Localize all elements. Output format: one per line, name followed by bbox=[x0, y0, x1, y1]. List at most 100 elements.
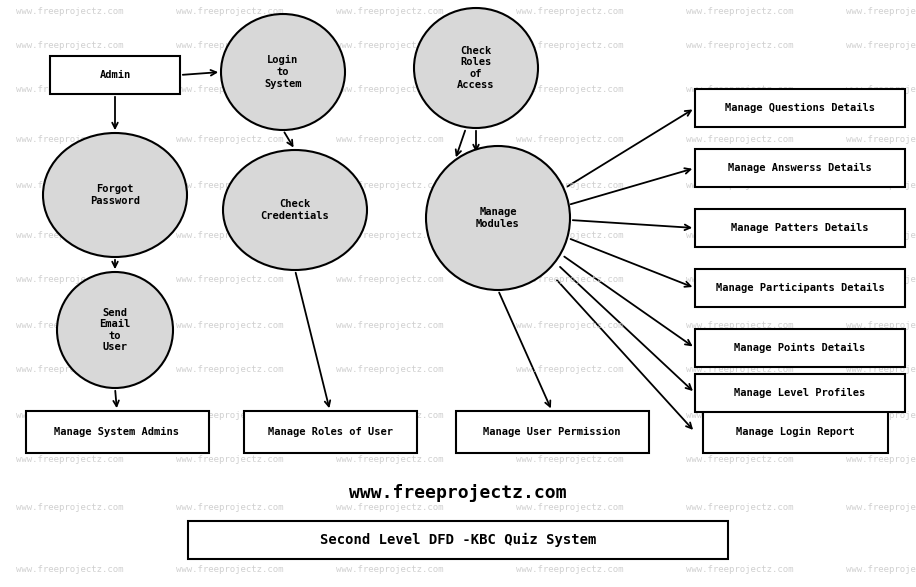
Text: www.freeprojectz.com: www.freeprojectz.com bbox=[336, 8, 443, 16]
Text: www.freeprojectz.com: www.freeprojectz.com bbox=[16, 410, 124, 420]
Text: www.freeprojectz.com: www.freeprojectz.com bbox=[176, 456, 284, 464]
Text: www.freeprojectz.com: www.freeprojectz.com bbox=[517, 456, 624, 464]
Text: www.freeprojectz.com: www.freeprojectz.com bbox=[16, 136, 124, 144]
Ellipse shape bbox=[426, 146, 570, 290]
FancyBboxPatch shape bbox=[695, 269, 905, 307]
Text: www.freeprojectz.com: www.freeprojectz.com bbox=[176, 565, 284, 575]
Text: www.freeprojectz.com: www.freeprojectz.com bbox=[686, 41, 794, 49]
FancyBboxPatch shape bbox=[188, 521, 728, 559]
Text: www.freeprojectz.com: www.freeprojectz.com bbox=[846, 180, 916, 190]
Text: www.freeprojectz.com: www.freeprojectz.com bbox=[176, 366, 284, 375]
Text: Manage System Admins: Manage System Admins bbox=[54, 427, 180, 437]
Text: www.freeprojectz.com: www.freeprojectz.com bbox=[336, 86, 443, 95]
Text: www.freeprojectz.com: www.freeprojectz.com bbox=[336, 504, 443, 512]
Text: www.freeprojectz.com: www.freeprojectz.com bbox=[686, 275, 794, 285]
Text: www.freeprojectz.com: www.freeprojectz.com bbox=[846, 41, 916, 49]
Text: www.freeprojectz.com: www.freeprojectz.com bbox=[16, 8, 124, 16]
Text: www.freeprojectz.com: www.freeprojectz.com bbox=[16, 456, 124, 464]
Text: www.freeprojectz.com: www.freeprojectz.com bbox=[517, 504, 624, 512]
Text: www.freeprojectz.com: www.freeprojectz.com bbox=[176, 41, 284, 49]
Text: www.freeprojectz.com: www.freeprojectz.com bbox=[176, 275, 284, 285]
Text: Manage Questions Details: Manage Questions Details bbox=[725, 103, 875, 113]
Text: www.freeprojectz.com: www.freeprojectz.com bbox=[846, 136, 916, 144]
Text: www.freeprojectz.com: www.freeprojectz.com bbox=[517, 8, 624, 16]
Text: www.freeprojectz.com: www.freeprojectz.com bbox=[846, 86, 916, 95]
Text: www.freeprojectz.com: www.freeprojectz.com bbox=[846, 456, 916, 464]
Text: www.freeprojectz.com: www.freeprojectz.com bbox=[686, 136, 794, 144]
Text: www.freeprojectz.com: www.freeprojectz.com bbox=[16, 504, 124, 512]
Ellipse shape bbox=[414, 8, 538, 128]
Text: www.freeprojectz.com: www.freeprojectz.com bbox=[176, 504, 284, 512]
Text: Send
Email
to
User: Send Email to User bbox=[99, 308, 131, 352]
Text: www.freeprojectz.com: www.freeprojectz.com bbox=[517, 565, 624, 575]
Text: Check
Credentials: Check Credentials bbox=[261, 199, 330, 221]
Text: www.freeprojectz.com: www.freeprojectz.com bbox=[517, 275, 624, 285]
FancyBboxPatch shape bbox=[695, 374, 905, 412]
Ellipse shape bbox=[221, 14, 345, 130]
FancyBboxPatch shape bbox=[695, 89, 905, 127]
Text: www.freeprojectz.com: www.freeprojectz.com bbox=[686, 565, 794, 575]
Text: www.freeprojectz.com: www.freeprojectz.com bbox=[686, 410, 794, 420]
Text: www.freeprojectz.com: www.freeprojectz.com bbox=[846, 565, 916, 575]
Text: www.freeprojectz.com: www.freeprojectz.com bbox=[176, 86, 284, 95]
Text: www.freeprojectz.com: www.freeprojectz.com bbox=[517, 86, 624, 95]
Text: www.freeprojectz.com: www.freeprojectz.com bbox=[336, 565, 443, 575]
FancyBboxPatch shape bbox=[695, 149, 905, 187]
Text: www.freeprojectz.com: www.freeprojectz.com bbox=[686, 366, 794, 375]
Text: www.freeprojectz.com: www.freeprojectz.com bbox=[336, 275, 443, 285]
Ellipse shape bbox=[223, 150, 367, 270]
Text: www.freeprojectz.com: www.freeprojectz.com bbox=[517, 41, 624, 49]
Text: www.freeprojectz.com: www.freeprojectz.com bbox=[846, 321, 916, 329]
Text: www.freeprojectz.com: www.freeprojectz.com bbox=[846, 504, 916, 512]
Text: www.freeprojectz.com: www.freeprojectz.com bbox=[846, 231, 916, 239]
Text: www.freeprojectz.com: www.freeprojectz.com bbox=[686, 86, 794, 95]
Text: www.freeprojectz.com: www.freeprojectz.com bbox=[349, 484, 567, 502]
FancyBboxPatch shape bbox=[703, 411, 888, 453]
Text: www.freeprojectz.com: www.freeprojectz.com bbox=[517, 180, 624, 190]
Text: Manage Points Details: Manage Points Details bbox=[735, 343, 866, 353]
Text: www.freeprojectz.com: www.freeprojectz.com bbox=[176, 231, 284, 239]
Text: www.freeprojectz.com: www.freeprojectz.com bbox=[336, 366, 443, 375]
Text: www.freeprojectz.com: www.freeprojectz.com bbox=[16, 41, 124, 49]
Text: Forgot
Password: Forgot Password bbox=[90, 184, 140, 206]
Text: www.freeprojectz.com: www.freeprojectz.com bbox=[336, 41, 443, 49]
Text: Manage Participants Details: Manage Participants Details bbox=[715, 283, 884, 293]
FancyBboxPatch shape bbox=[695, 329, 905, 367]
Ellipse shape bbox=[57, 272, 173, 388]
Text: www.freeprojectz.com: www.freeprojectz.com bbox=[686, 180, 794, 190]
Text: www.freeprojectz.com: www.freeprojectz.com bbox=[846, 366, 916, 375]
Text: www.freeprojectz.com: www.freeprojectz.com bbox=[846, 8, 916, 16]
Text: www.freeprojectz.com: www.freeprojectz.com bbox=[336, 456, 443, 464]
FancyBboxPatch shape bbox=[26, 411, 209, 453]
Ellipse shape bbox=[43, 133, 187, 257]
Text: Manage Level Profiles: Manage Level Profiles bbox=[735, 388, 866, 398]
Text: www.freeprojectz.com: www.freeprojectz.com bbox=[686, 321, 794, 329]
Text: www.freeprojectz.com: www.freeprojectz.com bbox=[16, 565, 124, 575]
Text: Second Level DFD -KBC Quiz System: Second Level DFD -KBC Quiz System bbox=[320, 533, 596, 547]
Text: www.freeprojectz.com: www.freeprojectz.com bbox=[336, 136, 443, 144]
Text: www.freeprojectz.com: www.freeprojectz.com bbox=[846, 410, 916, 420]
Text: www.freeprojectz.com: www.freeprojectz.com bbox=[16, 180, 124, 190]
FancyBboxPatch shape bbox=[244, 411, 417, 453]
FancyBboxPatch shape bbox=[455, 411, 649, 453]
Text: www.freeprojectz.com: www.freeprojectz.com bbox=[16, 86, 124, 95]
Text: www.freeprojectz.com: www.freeprojectz.com bbox=[336, 321, 443, 329]
Text: www.freeprojectz.com: www.freeprojectz.com bbox=[517, 136, 624, 144]
Text: www.freeprojectz.com: www.freeprojectz.com bbox=[686, 504, 794, 512]
Text: Manage Patters Details: Manage Patters Details bbox=[731, 223, 868, 233]
Text: www.freeprojectz.com: www.freeprojectz.com bbox=[686, 456, 794, 464]
Text: Check
Roles
of
Access: Check Roles of Access bbox=[457, 46, 495, 90]
Text: www.freeprojectz.com: www.freeprojectz.com bbox=[517, 366, 624, 375]
Text: Manage User Permission: Manage User Permission bbox=[484, 427, 621, 437]
Text: Manage Roles of User: Manage Roles of User bbox=[267, 427, 392, 437]
FancyBboxPatch shape bbox=[50, 56, 180, 94]
Text: www.freeprojectz.com: www.freeprojectz.com bbox=[16, 231, 124, 239]
FancyBboxPatch shape bbox=[695, 209, 905, 247]
Text: www.freeprojectz.com: www.freeprojectz.com bbox=[176, 136, 284, 144]
Text: www.freeprojectz.com: www.freeprojectz.com bbox=[176, 321, 284, 329]
Text: www.freeprojectz.com: www.freeprojectz.com bbox=[686, 231, 794, 239]
Text: www.freeprojectz.com: www.freeprojectz.com bbox=[16, 366, 124, 375]
Text: www.freeprojectz.com: www.freeprojectz.com bbox=[517, 321, 624, 329]
Text: www.freeprojectz.com: www.freeprojectz.com bbox=[686, 8, 794, 16]
Text: www.freeprojectz.com: www.freeprojectz.com bbox=[176, 8, 284, 16]
